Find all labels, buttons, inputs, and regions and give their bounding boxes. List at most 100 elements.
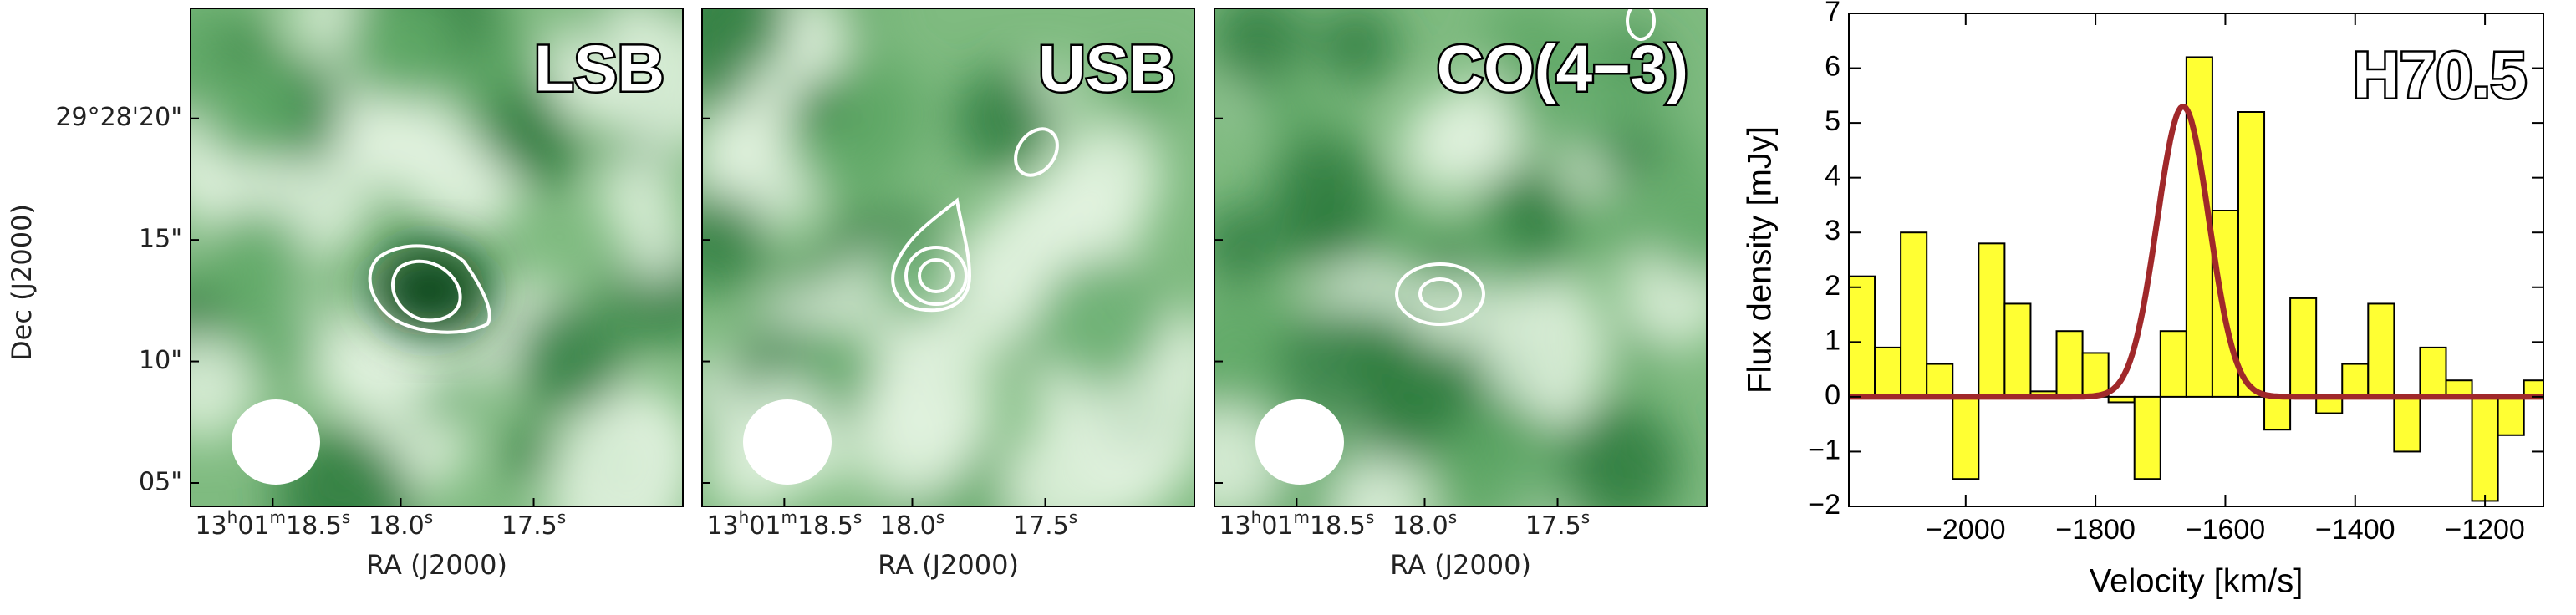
y-axis-label: Flux density [mJy]	[1742, 126, 1779, 394]
y-tick-label: 0	[1825, 379, 1840, 411]
y-tick-label: −2	[1808, 489, 1840, 521]
map-blob	[1399, 97, 1499, 196]
map-blob	[1656, 135, 1707, 188]
map-blob	[702, 191, 768, 293]
y-tick-label: 5	[1825, 105, 1840, 137]
x-tick-label: −1800	[2055, 514, 2136, 546]
contour	[1418, 277, 1462, 311]
map-blob	[191, 279, 227, 352]
contour	[918, 258, 955, 293]
x-axis-label: Velocity [km/s]	[2090, 563, 2304, 600]
map-blob	[1504, 22, 1636, 155]
map-blob	[1050, 119, 1163, 234]
map-blob	[1214, 8, 1307, 87]
ra-axis-label: RA (J2000)	[878, 549, 1019, 581]
dec-tick-label: 29°28'20"	[55, 103, 182, 132]
ra-tick-label: 18.0s	[369, 507, 433, 541]
map-blob	[868, 341, 995, 468]
map-blob	[952, 69, 1056, 172]
map-image	[1214, 8, 1707, 506]
map-blob	[206, 205, 308, 308]
map-blob	[603, 16, 683, 152]
map-blob	[1214, 289, 1307, 430]
bar	[2419, 346, 2447, 398]
map-blob	[191, 335, 256, 441]
y-tick-label: −1	[1808, 434, 1840, 465]
bar	[2003, 302, 2032, 398]
bar	[2107, 395, 2136, 404]
map-blob	[802, 323, 883, 404]
chart-title: H70.5	[2353, 38, 2527, 112]
bar	[1926, 363, 1954, 398]
contour	[1014, 127, 1059, 177]
map-blob	[1092, 446, 1168, 506]
bar	[2055, 330, 2084, 398]
map-blob	[1521, 215, 1573, 266]
bar	[2471, 395, 2499, 502]
map-blob	[790, 79, 843, 132]
map-blob	[1275, 305, 1395, 424]
map-image	[191, 8, 683, 506]
bar	[2263, 395, 2292, 431]
ra-tick-label: 17.5s	[501, 507, 566, 541]
contour	[891, 197, 972, 313]
map-blob	[1424, 235, 1476, 287]
map-blob	[1315, 8, 1400, 87]
y-tick-label: 3	[1825, 215, 1840, 247]
map-panel: CO(4−3) 13h01m18.5s 18.0s 17.5s RA (J2000)	[1214, 8, 1708, 581]
ra-tick-label: 13h01m18.5s	[195, 507, 350, 541]
contour	[1395, 262, 1485, 326]
map-blob	[1330, 454, 1430, 506]
dec-tick-label: 05"	[139, 467, 182, 496]
fit-curve	[1849, 104, 2543, 400]
map-panel: USB 13h01m18.5s 18.0s 17.5s RA (J2000)	[701, 8, 1195, 581]
ra-tick-label: 18.0s	[1392, 507, 1457, 541]
map-blob	[476, 83, 569, 176]
dec-axis-label: Dec (J2000)	[6, 204, 38, 361]
panel-label: USB	[1038, 32, 1176, 105]
map-image	[702, 8, 1194, 506]
map-blob	[622, 215, 683, 282]
map-blob	[197, 60, 304, 166]
y-tick-label: 1	[1825, 324, 1840, 356]
map-blob	[1109, 59, 1179, 130]
source-core	[370, 245, 487, 337]
bar	[1952, 395, 1980, 480]
ra-tick-label: 17.5s	[1525, 507, 1590, 541]
panel-label: CO(4−3)	[1437, 32, 1688, 105]
map-texture	[702, 8, 1194, 506]
map-blob	[502, 426, 557, 480]
y-tick-label: 6	[1825, 51, 1840, 83]
contour	[390, 259, 462, 323]
panel-label: LSB	[534, 32, 664, 105]
ra-tick-label: 13h01m18.5s	[1219, 507, 1374, 541]
beam	[1255, 399, 1344, 485]
ra-axis-label: RA (J2000)	[1390, 549, 1531, 581]
map-panel: LSB 13h01m18.5s 18.0s 17.5s RA (J2000) 29°28'…	[55, 8, 684, 581]
map-blob	[702, 8, 792, 73]
map-blob	[1648, 180, 1707, 282]
bar	[2341, 363, 2370, 398]
dec-tick-label: 15"	[139, 225, 182, 254]
bar	[1978, 242, 2006, 398]
map-blob	[1037, 256, 1167, 385]
ra-tick-label: 17.5s	[1013, 507, 1077, 541]
map-texture	[191, 8, 683, 506]
map-blob	[359, 8, 431, 75]
x-tick-label: −1200	[2445, 514, 2525, 546]
map-blob	[1479, 284, 1608, 412]
map-frame	[701, 8, 1195, 507]
ra-tick-label: 13h01m18.5s	[706, 507, 862, 541]
ra-axis-label: RA (J2000)	[366, 549, 507, 581]
map-texture	[1214, 8, 1707, 506]
bar	[2211, 210, 2239, 398]
x-tick-label: −1400	[2315, 514, 2395, 546]
y-tick-label: 2	[1825, 270, 1840, 302]
x-tick-label: −2000	[1926, 514, 2006, 546]
bar	[2367, 302, 2395, 398]
map-blob	[1582, 190, 1652, 260]
ra-tick-label: 18.0s	[880, 507, 944, 541]
contour	[368, 244, 491, 334]
map-blob	[1214, 203, 1283, 288]
